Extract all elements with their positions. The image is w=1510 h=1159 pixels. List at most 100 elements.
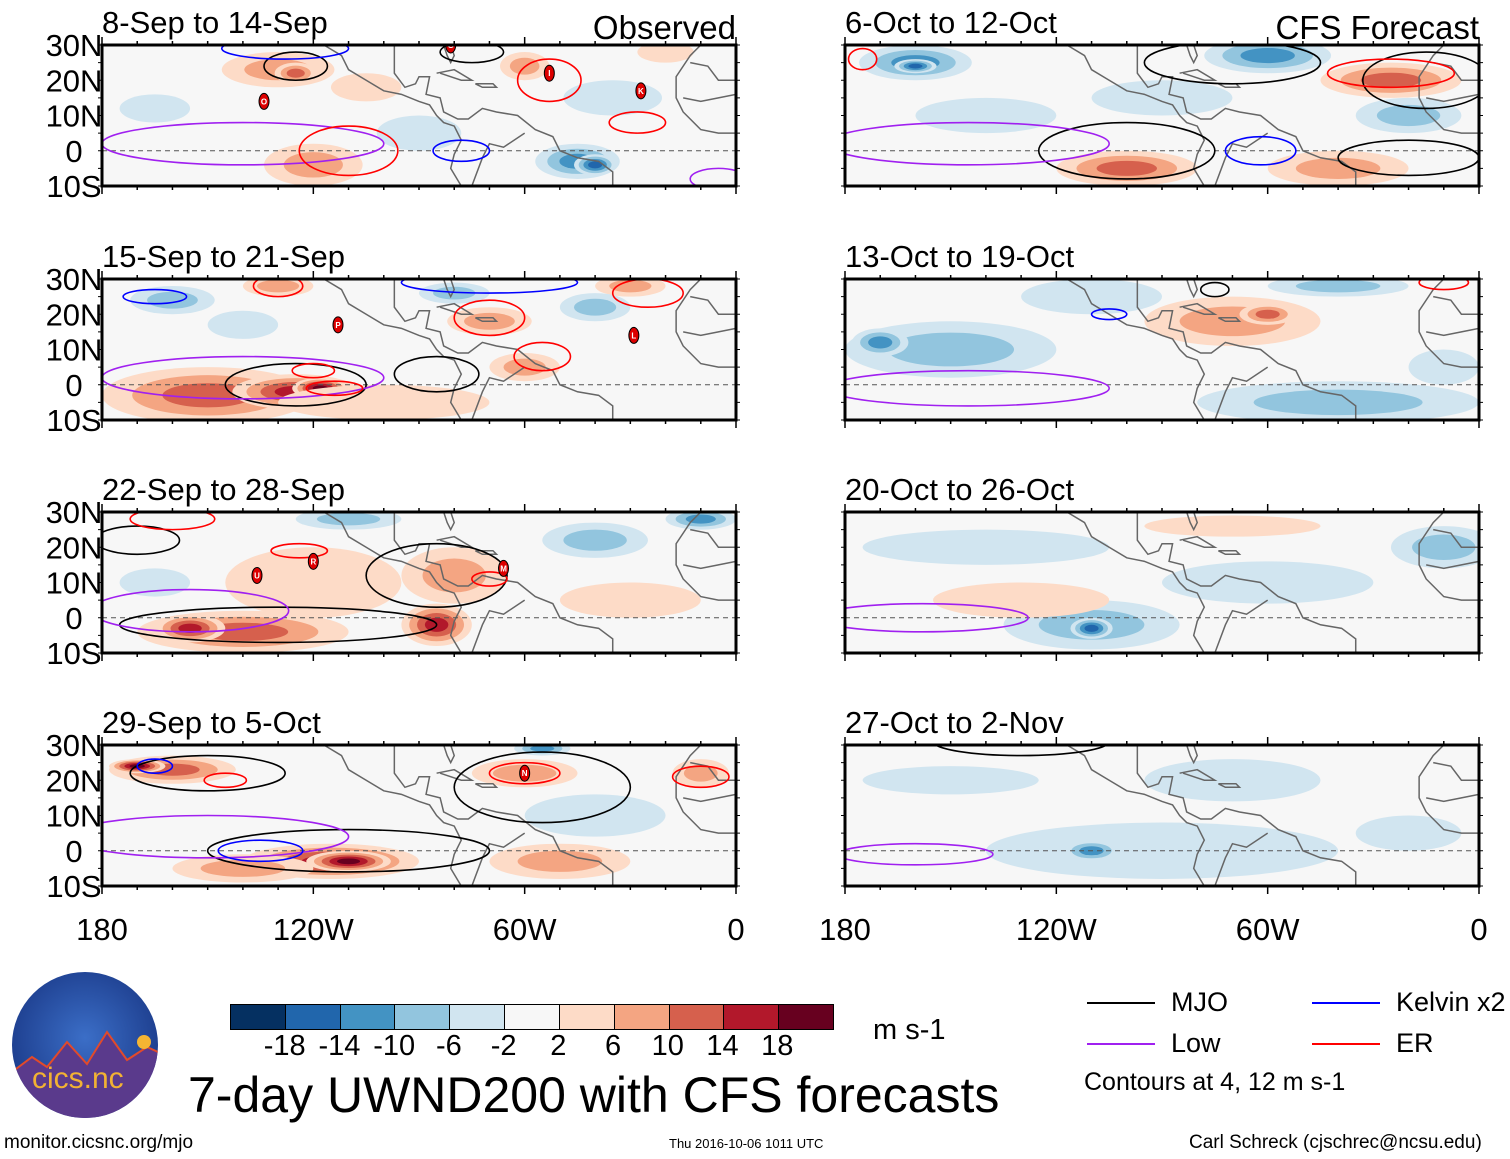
lat-label: 10N xyxy=(46,566,103,601)
coastline xyxy=(393,512,614,653)
anomaly-shade xyxy=(908,63,923,69)
contour-er xyxy=(488,761,561,785)
coastline xyxy=(323,745,463,886)
map-panel: 13-Oct to 19-Oct xyxy=(841,239,1483,428)
contour-er xyxy=(291,362,336,379)
coastline xyxy=(683,93,736,103)
storm-label: O xyxy=(261,97,267,106)
storm-icon: I xyxy=(543,64,555,82)
storm-icon: K xyxy=(635,82,647,100)
contour-low xyxy=(102,355,385,400)
contour-kelvin-x2 xyxy=(217,839,304,863)
coastline xyxy=(442,745,456,765)
anomaly-shade xyxy=(178,623,202,634)
contour-kelvin-x2 xyxy=(432,139,491,163)
contour-mjo xyxy=(453,751,632,824)
coastline xyxy=(393,279,614,420)
contour-low xyxy=(102,121,385,166)
logo-text: cics.nc xyxy=(32,1062,124,1095)
panel-title: 6-Oct to 12-Oct xyxy=(845,5,1057,40)
anomaly-shade xyxy=(1144,759,1321,802)
lon-label: 120W xyxy=(273,912,355,947)
coastline xyxy=(393,745,614,886)
coastline xyxy=(675,745,736,834)
anomaly-shade xyxy=(256,279,300,293)
lat-label: 20N xyxy=(46,530,103,565)
storm-label: G xyxy=(448,41,454,50)
anomaly-shade xyxy=(1295,157,1381,179)
contour-er xyxy=(471,571,508,587)
anomaly-shade xyxy=(563,529,627,551)
colorbar-tick-label: -6 xyxy=(436,1030,462,1062)
anomaly-shade xyxy=(1408,349,1479,385)
coastline xyxy=(1426,793,1479,803)
contour-er xyxy=(671,765,730,789)
storm-icon: P xyxy=(332,316,344,334)
legend-line xyxy=(1087,1043,1155,1045)
colorbar-swatch xyxy=(778,1005,833,1029)
storm-label: I xyxy=(548,69,550,78)
anomaly-shade xyxy=(316,512,381,526)
coastline xyxy=(1179,768,1218,781)
panel-title: 8-Sep to 14-Sep xyxy=(102,5,328,40)
lat-label: 10N xyxy=(46,333,103,368)
anomaly-shade xyxy=(559,582,701,618)
colorbar-swatch xyxy=(394,1005,450,1029)
contour-er xyxy=(453,299,526,337)
lat-label: 10S xyxy=(46,403,101,438)
contour-mjo xyxy=(206,828,491,873)
legend-line xyxy=(1087,1002,1155,1004)
colorbar-swatch xyxy=(613,1005,669,1029)
colorbar-tick-label: 18 xyxy=(761,1030,794,1062)
colorbar-tick-label: 14 xyxy=(706,1030,739,1062)
contour-low xyxy=(845,121,1110,166)
colorbar-tick-label: -10 xyxy=(373,1030,416,1062)
legend-label: MJO xyxy=(1171,987,1228,1017)
anomaly-shade xyxy=(1295,279,1381,293)
contour-er xyxy=(847,47,878,71)
anomaly-shade xyxy=(1240,48,1295,64)
lat-label: 30N xyxy=(46,728,103,763)
coastline xyxy=(323,512,463,653)
lat-label: 30N xyxy=(46,495,103,530)
contour-kelvin-x2 xyxy=(1224,135,1297,166)
storm-label: K xyxy=(638,87,644,96)
column-label: CFS Forecast xyxy=(1275,9,1479,46)
coastline xyxy=(1418,745,1479,834)
anomaly-shade xyxy=(915,97,1057,134)
legend-line xyxy=(1312,1002,1380,1004)
anomaly-shade xyxy=(1412,534,1476,560)
contour-kelvin-x2 xyxy=(122,288,188,305)
coastline xyxy=(1214,599,1269,653)
contour-mjo xyxy=(102,525,181,556)
coastline xyxy=(1066,45,1206,186)
contour-mjo xyxy=(1037,121,1216,180)
contour-er xyxy=(129,512,216,531)
lat-label: 10S xyxy=(46,869,101,904)
anomaly-shade xyxy=(200,859,286,877)
coastline xyxy=(1179,302,1218,315)
anomaly-shade xyxy=(1253,389,1423,416)
footer-url: monitor.cicsnc.org/mjo xyxy=(4,1132,194,1153)
anomaly-shade xyxy=(119,94,191,123)
anomaly-shade xyxy=(563,80,663,116)
coastline xyxy=(1426,560,1479,570)
coastline xyxy=(683,327,736,337)
contour-low xyxy=(845,369,1110,407)
storm-label: P xyxy=(335,321,341,330)
contour-er xyxy=(608,111,667,134)
anomaly-shade xyxy=(1084,624,1099,632)
colorbar-swatch xyxy=(504,1005,559,1029)
coastline xyxy=(1185,745,1199,765)
coastline xyxy=(675,512,736,601)
coastline xyxy=(1185,512,1199,532)
coastline xyxy=(1179,68,1218,81)
colorbar-labels: -18 -14 -10 -6 -2 2 6 10 14 18 xyxy=(0,1030,900,1064)
coastline xyxy=(1433,528,1479,548)
contour-mjo xyxy=(934,745,1108,757)
colorbar-swatch xyxy=(723,1005,779,1029)
storm-icon: G xyxy=(445,41,457,54)
anomaly-shade xyxy=(1376,104,1441,127)
colorbar-swatch xyxy=(449,1005,505,1029)
